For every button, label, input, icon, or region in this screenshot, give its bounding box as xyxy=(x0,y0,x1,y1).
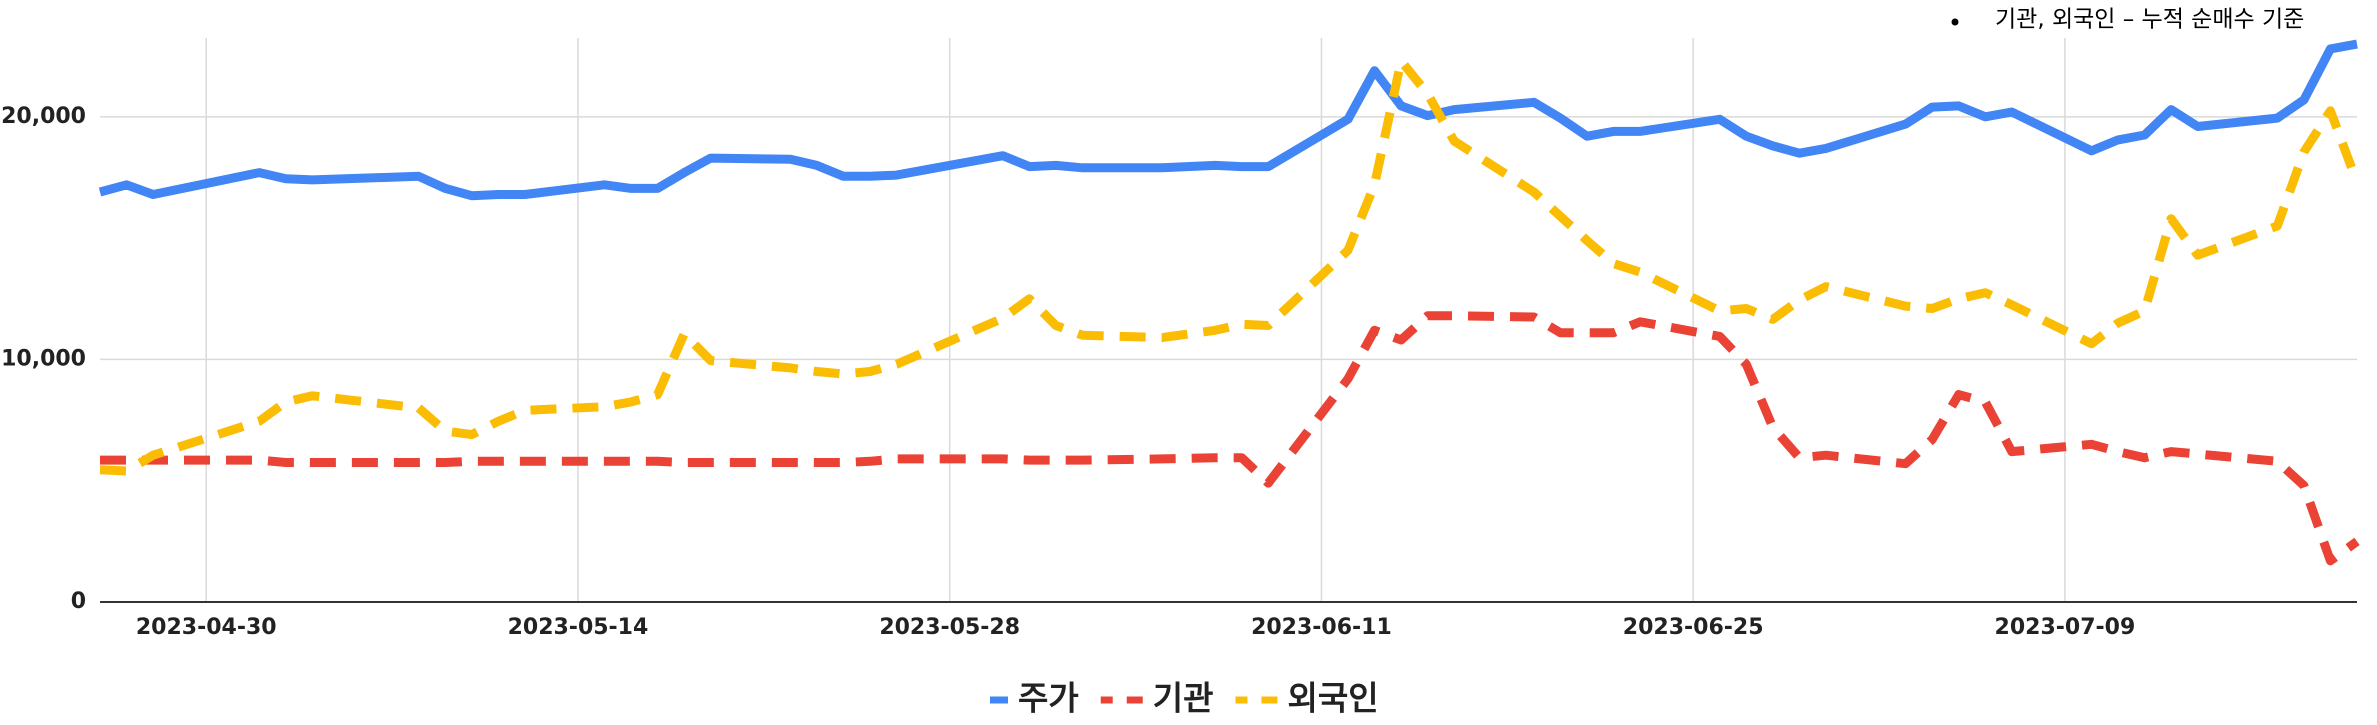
series-line xyxy=(98,39,2358,201)
annotation: 기관, 외국인 – 누적 순매수 기준 xyxy=(1995,7,2304,33)
y-tick-label: 20,000 xyxy=(1,104,86,129)
legend-label: 기관 xyxy=(1153,679,1214,718)
x-tick-label: 2023-05-28 xyxy=(879,615,1020,640)
bullet xyxy=(1951,18,1959,26)
x-tick-label: 2023-04-30 xyxy=(136,615,277,640)
x-tick-label: 2023-07-09 xyxy=(1995,615,2136,640)
legend-label: 외국인 xyxy=(1287,679,1378,718)
x-tick-label: 2023-06-25 xyxy=(1623,615,1764,640)
y-tick-label: 10,000 xyxy=(1,346,86,371)
series-line xyxy=(99,56,2362,476)
legend-label: 주가 xyxy=(1018,679,1079,718)
y-tick-label: 0 xyxy=(71,589,86,614)
x-tick-label: 2023-06-11 xyxy=(1251,615,1392,640)
series-line xyxy=(100,311,2360,566)
x-tick-label: 2023-05-14 xyxy=(508,615,649,640)
